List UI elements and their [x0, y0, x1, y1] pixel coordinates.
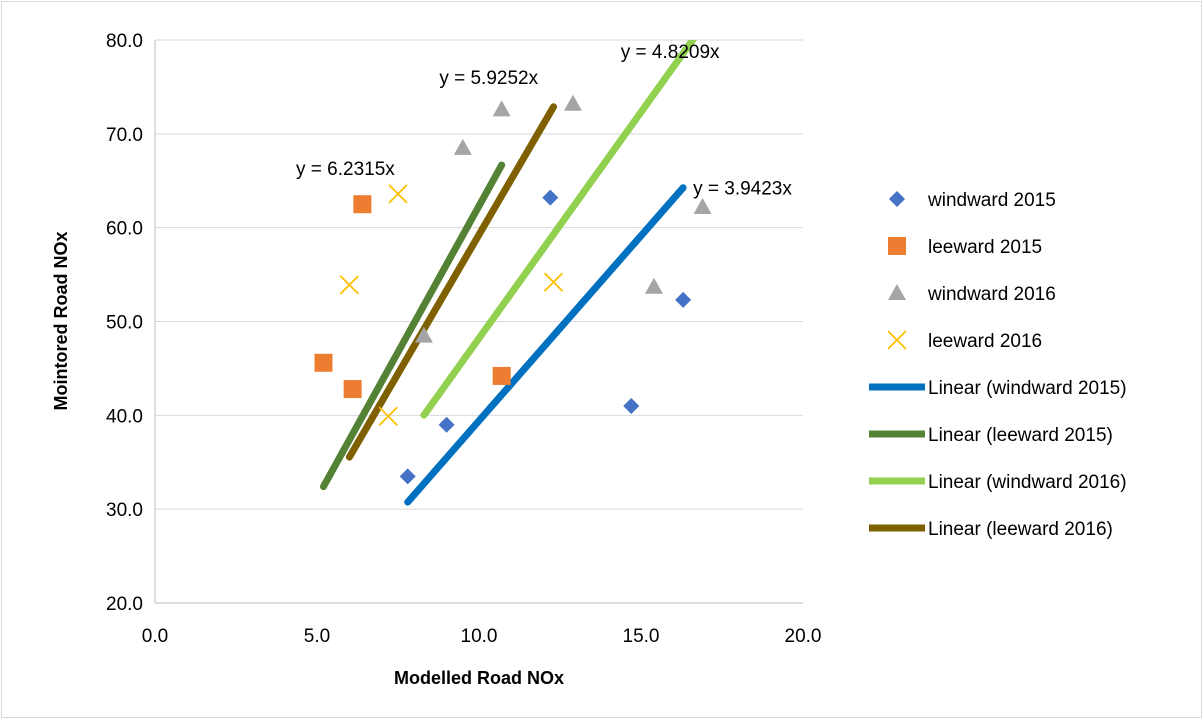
legend-label: windward 2016	[927, 284, 1056, 305]
data-point-square	[353, 195, 372, 214]
x-tick-label: 5.0	[304, 626, 330, 647]
data-point-diamond	[438, 416, 455, 433]
x-tick-label: 10.0	[461, 626, 498, 647]
data-point-diamond	[623, 397, 640, 414]
legend-marker-x	[887, 330, 907, 350]
legend-label: Linear (leeward 2015)	[928, 425, 1113, 446]
legend-label: leeward 2016	[928, 331, 1042, 352]
trendline-equation: y = 6.2315x	[296, 159, 395, 180]
data-point-x	[339, 275, 360, 295]
data-point-x	[378, 406, 398, 426]
y-tick-label: 50.0	[106, 313, 143, 334]
legend-marker-square	[888, 237, 906, 255]
data-point-diamond	[399, 468, 416, 485]
trendline-4	[345, 103, 558, 461]
data-point-triangle	[492, 100, 511, 117]
data-points	[314, 94, 712, 485]
y-tick-label: 30.0	[106, 500, 143, 521]
data-point-triangle	[453, 138, 472, 155]
data-point-triangle	[414, 326, 433, 343]
legend-label: Linear (leeward 2016)	[928, 519, 1113, 540]
x-tick-label: 0.0	[142, 626, 168, 647]
y-tick-label: 20.0	[106, 594, 143, 615]
data-point-diamond	[675, 291, 692, 308]
data-point-square	[314, 353, 333, 372]
legend-label: Linear (windward 2016)	[928, 472, 1127, 493]
trendlines	[319, 40, 697, 506]
x-tick-label: 20.0	[785, 626, 822, 647]
data-point-triangle	[563, 94, 582, 111]
data-point-triangle	[693, 198, 712, 215]
trendline-3	[420, 40, 697, 419]
trendline-equation: y = 4.8209x	[621, 42, 720, 63]
y-tick-label: 70.0	[106, 125, 143, 146]
x-axis-title: Modelled Road NOx	[394, 668, 564, 688]
trendline-equation: y = 3.9423x	[693, 179, 792, 200]
legend-label: windward 2015	[927, 190, 1056, 211]
data-point-diamond	[542, 189, 559, 206]
data-point-triangle	[644, 277, 663, 294]
trendline-equations: y = 3.9423x y = 6.2315x y = 4.8209x y = 5.9…	[296, 42, 792, 200]
legend-marker-triangle	[888, 284, 906, 300]
y-tick-label: 60.0	[106, 219, 143, 240]
legend: windward 2015 leeward 2015 windward 2016 le…	[869, 190, 1127, 540]
data-point-x	[543, 272, 564, 292]
trendline-1	[404, 184, 687, 506]
data-point-square	[492, 366, 511, 385]
y-axis-title: Mointored Road NOx	[51, 232, 71, 411]
legend-label: Linear (windward 2015)	[928, 378, 1127, 399]
legend-marker-diamond	[889, 191, 905, 207]
legend-label: leeward 2015	[928, 237, 1042, 258]
y-tick-label: 80.0	[106, 31, 143, 52]
gridlines	[155, 39, 803, 510]
data-point-square	[343, 380, 362, 399]
trendline-equation: y = 5.9252x	[439, 68, 538, 89]
data-point-x	[388, 184, 408, 204]
axes: 20.0 30.0 40.0 50.0 60.0 70.0 80.0 0.0 5.0 10.0 15…	[106, 31, 821, 647]
y-tick-label: 40.0	[106, 406, 143, 427]
x-tick-label: 15.0	[623, 626, 660, 647]
trendline-2	[319, 161, 506, 491]
